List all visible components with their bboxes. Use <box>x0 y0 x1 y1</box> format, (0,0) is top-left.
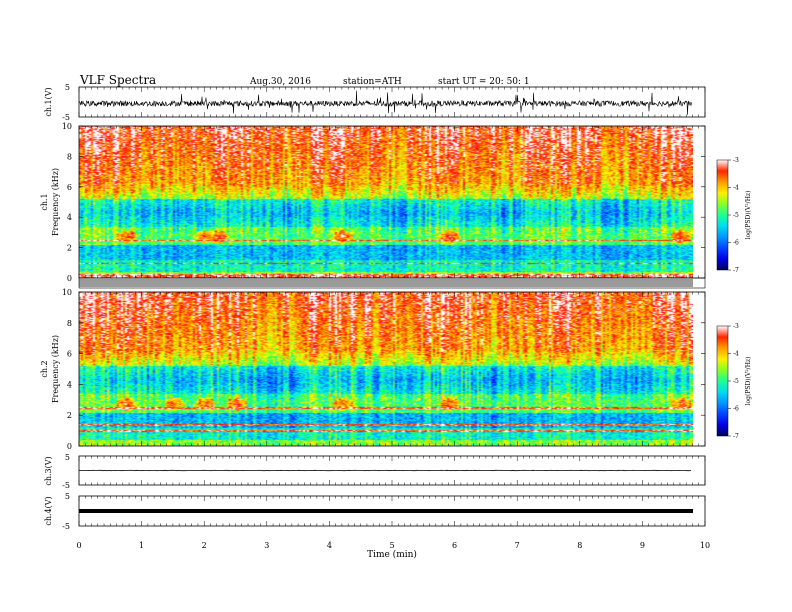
colorbar-tick-label: -7 <box>733 267 739 274</box>
spectrogram-ytick-label: 8 <box>67 319 72 328</box>
spectrogram-ytick-label: 2 <box>67 244 72 253</box>
colorbar-tick-label: -5 <box>733 212 739 219</box>
ch3-waveform-ytick-top: 5 <box>65 453 70 462</box>
ch2-colorbar-gradient <box>716 325 729 437</box>
ch1-spectrogram-channel-label: ch.1 <box>40 193 49 210</box>
time-tick-label: 10 <box>700 541 710 550</box>
spectrogram-ytick-label: 10 <box>62 288 72 297</box>
spectrogram-ytick-label: 6 <box>67 350 72 359</box>
spectrogram-ytick-label: 8 <box>67 152 72 161</box>
figure-title: VLF Spectra <box>79 73 156 87</box>
spectrogram-ytick-label: 6 <box>67 183 72 192</box>
time-tick-label: 5 <box>389 541 394 550</box>
time-tick-label: 8 <box>577 541 582 550</box>
time-tick-label: 3 <box>264 541 269 550</box>
ch2-spectrogram-image <box>79 292 693 446</box>
ch2-spectrogram-panel: 0 2 4 6 8 10 ch.2 Frequency (kHz) <box>40 288 706 451</box>
ch3-waveform-ytick-bottom: -5 <box>62 481 70 490</box>
time-tick-label: 4 <box>327 541 332 550</box>
colorbar-tick-label: -4 <box>733 351 739 358</box>
ch1-colorbar-gradient <box>716 159 729 271</box>
time-axis-ticks <box>78 87 706 526</box>
ch1-colorbar-label: log(PSD)(V²/Hz) <box>745 191 752 240</box>
ch2-spectrogram-channel-label: ch.2 <box>40 360 49 377</box>
ch1-waveform-ytick-top: 5 <box>65 83 70 92</box>
colorbar-tick-label: -3 <box>733 157 739 164</box>
spectrogram-ytick-label: 2 <box>67 411 72 420</box>
ch1-spectrogram-ylabel: Frequency (kHz) <box>51 168 60 236</box>
header-start-time: start UT = 20: 50: 1 <box>438 77 530 87</box>
time-tick-label: 9 <box>640 541 645 550</box>
ch2-colorbar: -3 -4 -5 -6 -7 log(PSD)(V²/Hz) <box>716 323 752 440</box>
ch2-colorbar-label: log(PSD)(V²/Hz) <box>745 357 752 406</box>
ch1-spectrogram-image <box>79 126 693 278</box>
spectrogram-ytick-label: 4 <box>67 213 72 222</box>
colorbar-tick-label: -3 <box>733 323 739 330</box>
colorbar-tick-label: -6 <box>733 406 739 413</box>
ch1-waveform-ylabel: ch.1(V) <box>44 87 53 116</box>
time-axis-label: Time (min) <box>367 549 417 560</box>
spectrogram-ytick-label: 4 <box>67 380 72 389</box>
ch4-waveform-panel: 5 -5 ch.4(V) <box>44 492 706 531</box>
ch3-waveform-ylabel: ch.3(V) <box>44 456 53 485</box>
ch1-waveform-trace <box>78 90 693 115</box>
ch4-waveform-trace <box>79 509 693 513</box>
colorbar-tick-label: -5 <box>733 378 739 385</box>
ch2-colorbar-ticks: -3 -4 -5 -6 -7 <box>728 323 739 440</box>
ch4-waveform-ytick-bottom: -5 <box>62 522 70 531</box>
channel-separator-band <box>79 279 693 287</box>
ch4-waveform-ytick-top: 5 <box>65 492 70 501</box>
ch1-waveform-panel: 5 -5 ch.1(V) <box>44 83 706 122</box>
ch1-colorbar: -3 -4 -5 -6 -7 log(PSD)(V²/Hz) <box>716 157 752 274</box>
spectrogram-ytick-label: 0 <box>67 442 72 451</box>
header-station: station=ATH <box>343 77 402 87</box>
time-axis-tick-labels: 0 1 2 3 4 5 6 7 8 9 10 <box>76 541 710 550</box>
time-tick-label: 7 <box>515 541 520 550</box>
time-tick-label: 0 <box>76 541 81 550</box>
ch1-waveform-ytick-bottom: -5 <box>62 113 70 122</box>
time-tick-label: 2 <box>202 541 207 550</box>
ch1-spectrogram-yticks: 0 2 4 6 8 10 <box>62 122 705 283</box>
ch1-spectrogram-panel: 0 2 4 6 8 10 ch.1 Frequency (kHz) <box>40 122 706 283</box>
time-tick-label: 1 <box>139 541 144 550</box>
ch2-spectrogram-ylabel: Frequency (kHz) <box>51 335 60 403</box>
colorbar-tick-label: -6 <box>733 240 739 247</box>
colorbar-tick-label: -4 <box>733 185 739 192</box>
ch2-spectrogram-yticks: 0 2 4 6 8 10 <box>62 288 705 451</box>
time-tick-label: 6 <box>452 541 457 550</box>
header-date: Aug.30, 2016 <box>249 77 311 87</box>
spectrogram-ytick-label: 10 <box>62 122 72 131</box>
ch3-waveform-panel: 5 -5 ch.3(V) <box>44 453 706 490</box>
spectrogram-ytick-label: 0 <box>67 274 72 283</box>
colorbar-tick-label: -7 <box>733 433 739 440</box>
ch1-colorbar-ticks: -3 -4 -5 -6 -7 <box>728 157 739 274</box>
ch4-waveform-ylabel: ch.4(V) <box>44 496 53 525</box>
